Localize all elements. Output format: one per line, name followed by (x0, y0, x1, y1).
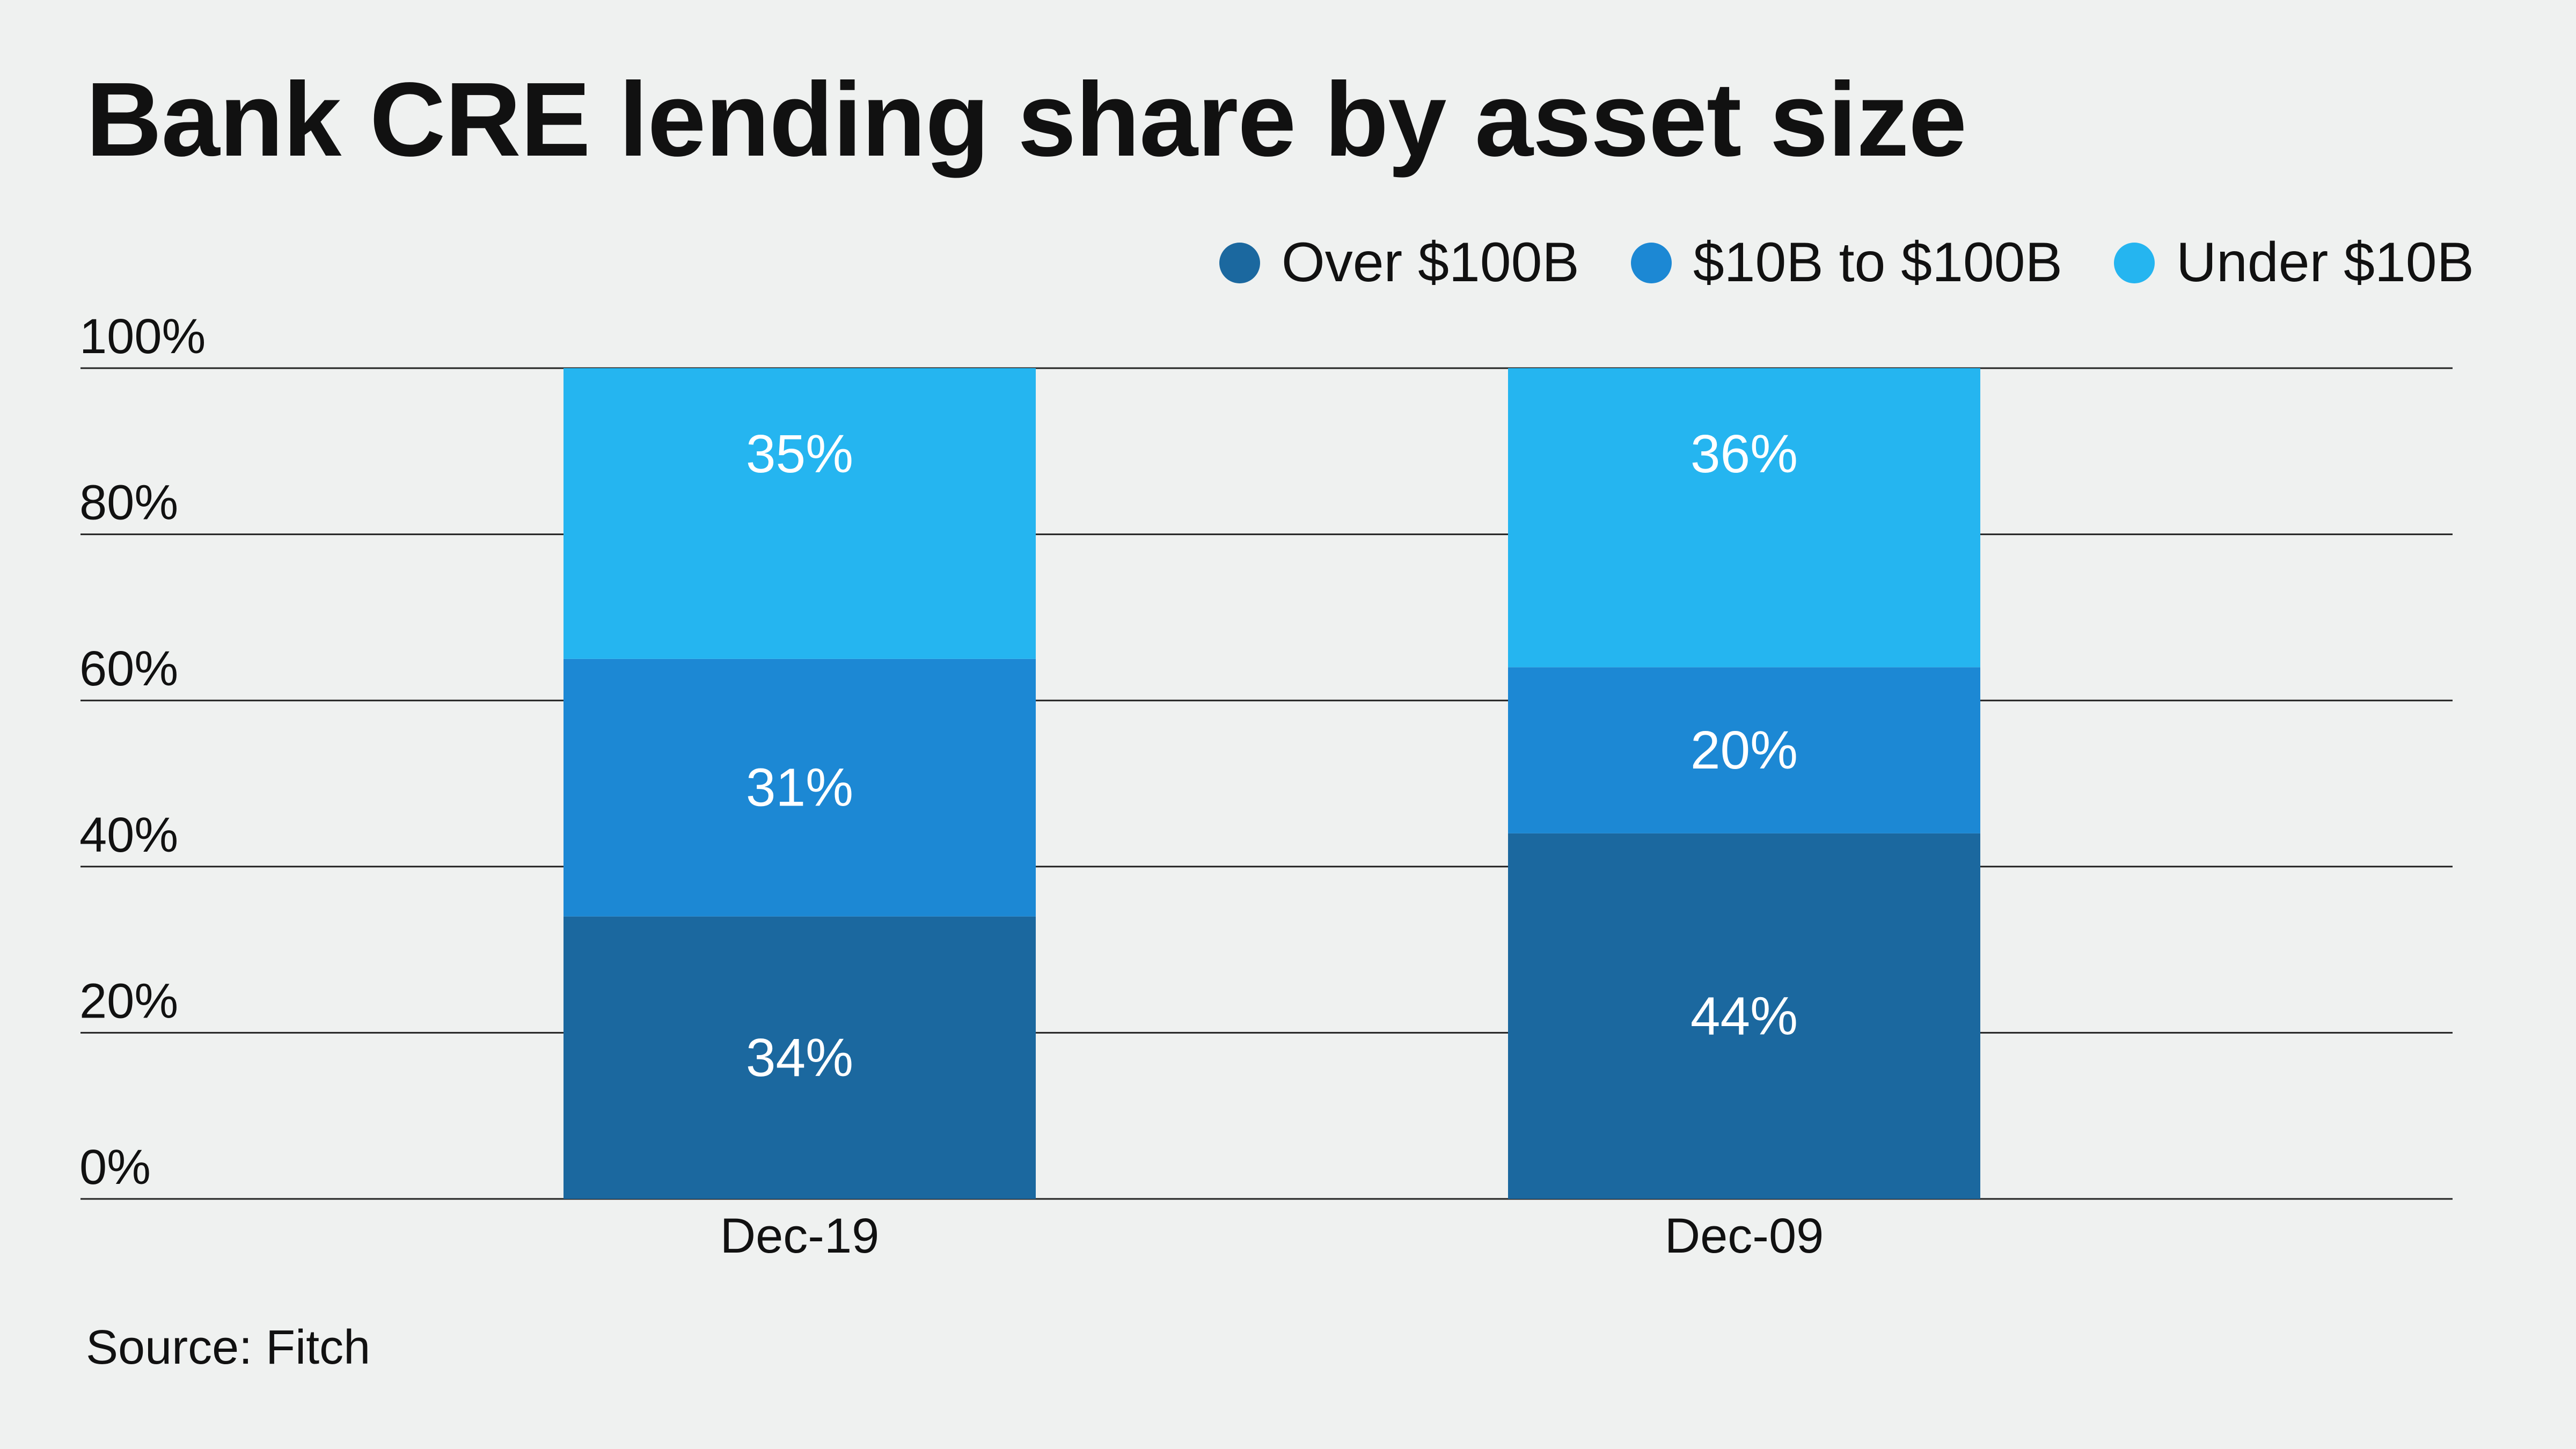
bar-dec-09-10b-to-100b (1508, 667, 1980, 833)
chart-title: Bank CRE lending share by asset size (86, 61, 1967, 178)
y-tick-label-20: 20% (79, 974, 178, 1028)
x-tick-label-dec-09: Dec-09 (1665, 1209, 1824, 1263)
data-label-dec-19-10b-to-100b: 31% (746, 758, 853, 818)
bar-dec-09-over-100b (1508, 833, 1980, 1199)
legend-item-10b-to-100b: $10B to $100B (1630, 231, 2062, 295)
legend-label-10b-to-100b: $10B to $100B (1693, 231, 2062, 294)
legend-label-over-100b: Over $100B (1281, 231, 1579, 294)
y-tick-label-0: 0% (79, 1140, 151, 1195)
y-tick-label-40: 40% (79, 808, 178, 862)
legend: Over $100B $10B to $100B Under $10B (1219, 231, 2474, 295)
legend-swatch-over-100b (1219, 242, 1260, 283)
x-tick-label-dec-19: Dec-19 (720, 1209, 880, 1263)
legend-item-over-100b: Over $100B (1219, 231, 1579, 295)
y-tick-label-80: 80% (79, 475, 178, 530)
legend-swatch-10b-to-100b (1630, 242, 1672, 283)
data-label-dec-09-over-100b: 44% (1690, 986, 1798, 1046)
data-label-dec-09-under-10b: 36% (1690, 424, 1798, 484)
bar-dec-19-over-100b (564, 916, 1036, 1199)
bar-dec-09-under-10b (1508, 368, 1980, 668)
data-label-dec-19-under-10b: 35% (746, 424, 853, 484)
legend-swatch-under-10b (2113, 242, 2155, 283)
y-tick-label-100: 100% (79, 309, 206, 364)
source-note: Source: Fitch (86, 1321, 371, 1374)
y-tick-label-60: 60% (79, 641, 178, 696)
bar-dec-19-under-10b (564, 368, 1036, 659)
data-label-dec-09-10b-to-100b: 20% (1690, 720, 1798, 780)
legend-item-under-10b: Under $10B (2113, 231, 2474, 295)
legend-label-under-10b: Under $10B (2176, 231, 2474, 294)
data-label-dec-19-over-100b: 34% (746, 1028, 853, 1088)
bar-dec-19-10b-to-100b (564, 658, 1036, 917)
